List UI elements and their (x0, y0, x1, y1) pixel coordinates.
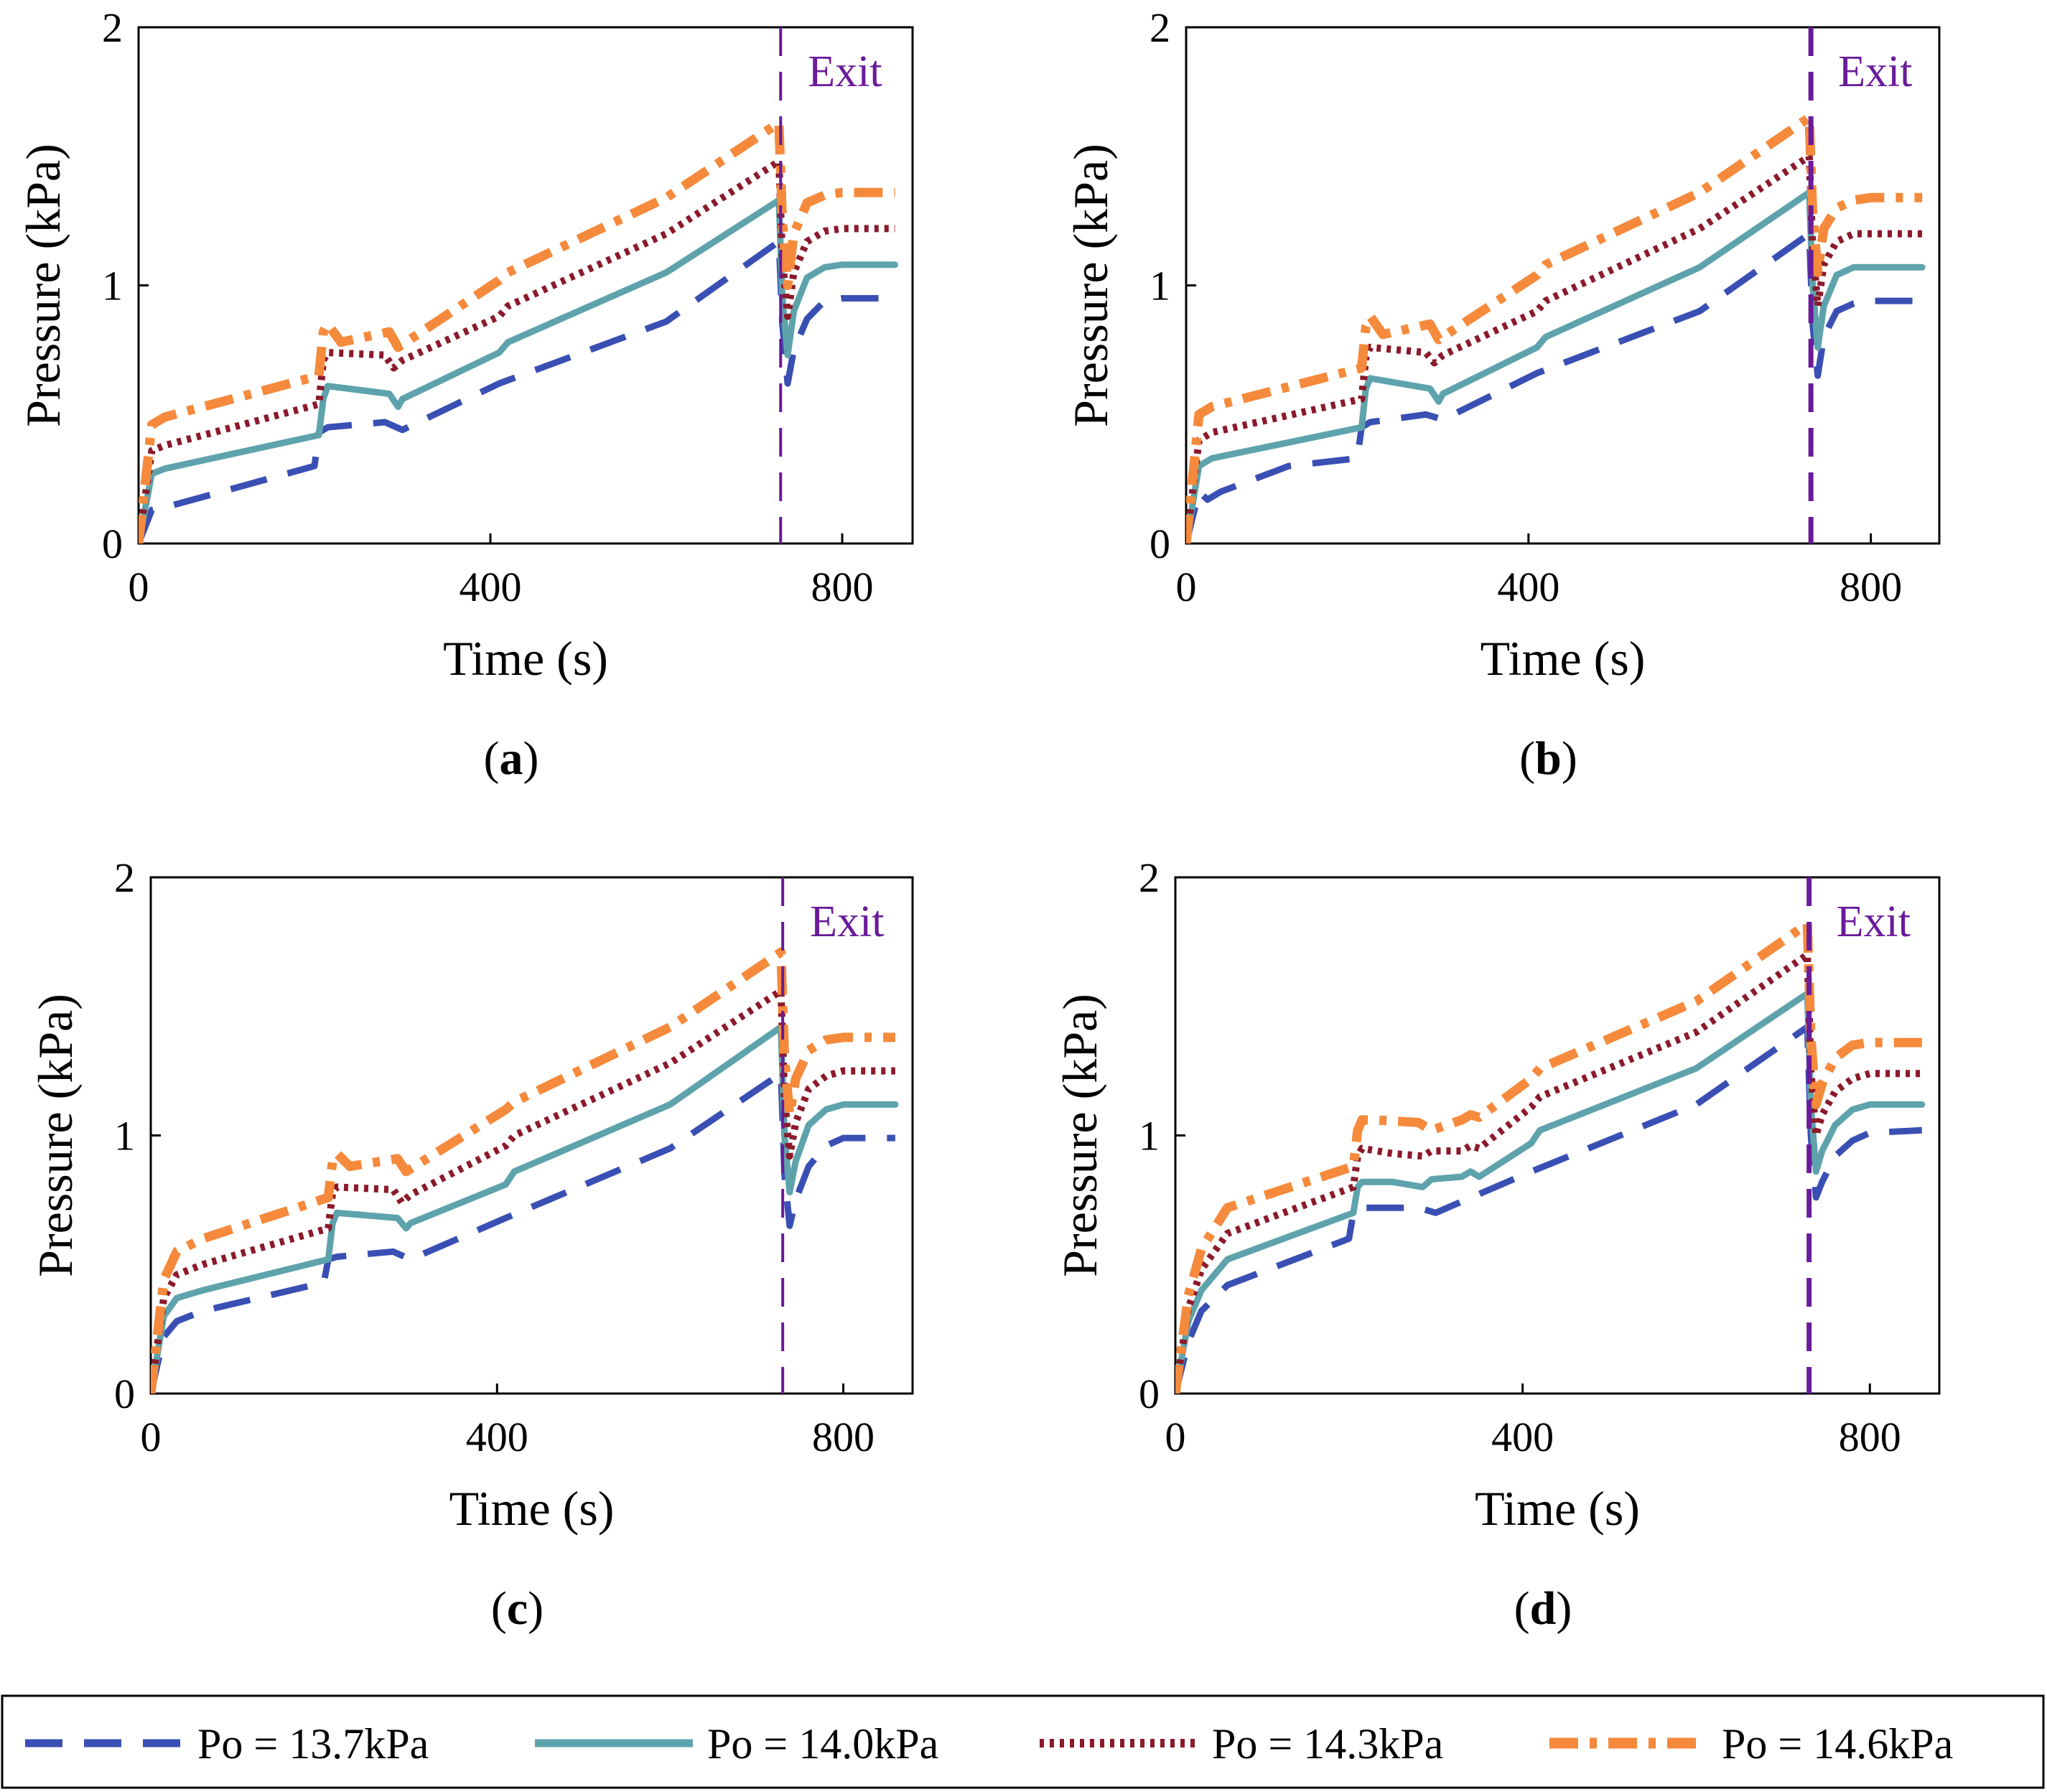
series-line-po137 (1175, 1024, 1923, 1394)
series-line-po143 (1175, 951, 1922, 1394)
series-line-po140 (139, 197, 898, 543)
y-tick-label: 2 (1150, 4, 1170, 51)
y-axis-label: Pressure (kPa) (16, 144, 70, 427)
series-line-po137 (1186, 230, 1923, 543)
series-line-po140 (151, 1024, 899, 1394)
x-tick-label: 0 (141, 1414, 162, 1460)
panel-c: 0 400 800 0 1 2 Time (s) Pressure (kPa) Exit (c) (28, 854, 914, 1635)
y-tick-label: 2 (114, 854, 135, 901)
series-line-po140 (1175, 990, 1926, 1394)
x-axis-label: Time (s) (1481, 631, 1646, 686)
y-tick-label: 0 (114, 1371, 135, 1417)
panel-caption: (b) (1519, 732, 1577, 785)
series-line-po146 (139, 118, 895, 543)
x-tick-label: 800 (1839, 564, 1902, 610)
y-tick-label: 1 (1139, 1113, 1160, 1159)
x-axis-label: Time (s) (443, 631, 608, 686)
axes-box (1185, 26, 1941, 545)
exit-label: Exit (1838, 47, 1912, 96)
y-axis-label: Pressure (kPa) (1063, 144, 1118, 427)
x-tick-label: 0 (1165, 1414, 1186, 1460)
legend-box (1, 1694, 2045, 1789)
series-line-po143 (1186, 152, 1923, 543)
axes-box (149, 876, 914, 1395)
y-tick-label: 1 (114, 1113, 135, 1159)
panel-a: 0 400 800 0 1 2 Time (s) Pressure (kPa) Exit (a) (16, 4, 914, 785)
y-axis-label: Pressure (kPa) (28, 994, 83, 1277)
x-tick-label: 400 (460, 564, 522, 610)
axes-box (137, 26, 914, 545)
x-tick-label: 800 (811, 564, 874, 610)
legend-label: Po = 14.0kPa (707, 1720, 938, 1768)
panel-b: 0 400 800 0 1 2 Time (s) Pressure (kPa) Exit (b) (1063, 4, 1941, 785)
series-line-po137 (151, 1070, 895, 1394)
x-axis-label: Time (s) (1475, 1481, 1640, 1536)
series-line-po146 (1175, 919, 1922, 1394)
y-tick-label: 2 (102, 4, 123, 51)
panel-caption: (a) (484, 732, 539, 785)
series-line-po143 (151, 987, 895, 1394)
legend-label: Po = 14.3kPa (1212, 1720, 1443, 1768)
y-axis-label: Pressure (kPa) (1053, 994, 1107, 1277)
series-line-po137 (139, 238, 895, 543)
panel-caption: (c) (491, 1582, 544, 1635)
legend: Po = 13.7kPa Po = 14.0kPa Po = 14.3kPa Po =… (1, 1694, 2045, 1789)
x-axis-label: Time (s) (449, 1481, 615, 1536)
exit-label: Exit (810, 897, 884, 946)
x-tick-label: 800 (812, 1414, 875, 1460)
y-tick-label: 0 (1139, 1371, 1160, 1417)
x-tick-label: 400 (1491, 1414, 1554, 1460)
y-tick-label: 0 (102, 521, 123, 567)
panel-caption-letter: b (1535, 732, 1562, 785)
y-tick-label: 0 (1150, 521, 1170, 567)
panel-caption-letter: a (500, 732, 523, 785)
x-tick-label: 400 (1497, 564, 1559, 610)
legend-label: Po = 13.7kPa (197, 1720, 429, 1768)
x-tick-label: 800 (1839, 1414, 1901, 1460)
y-tick-label: 1 (102, 263, 123, 309)
axes-box (1174, 876, 1941, 1395)
panel-caption: (d) (1514, 1582, 1572, 1635)
y-tick-label: 2 (1139, 854, 1160, 901)
x-tick-label: 400 (466, 1414, 528, 1460)
series-line-po146 (1186, 113, 1923, 543)
series-line-po140 (1186, 189, 1926, 543)
legend-label: Po = 14.6kPa (1722, 1720, 1953, 1768)
exit-label: Exit (1837, 897, 1911, 946)
panel-caption-letter: c (507, 1582, 528, 1635)
series-line-po146 (151, 947, 895, 1394)
panel-d: 0 400 800 0 1 2 Time (s) Pressure (kPa) Exit (d) (1053, 854, 1941, 1635)
exit-label: Exit (808, 47, 882, 96)
x-tick-label: 0 (1176, 564, 1197, 610)
panel-caption-letter: d (1530, 1582, 1557, 1635)
x-tick-label: 0 (129, 564, 149, 610)
y-tick-label: 1 (1150, 263, 1170, 309)
series-line-po143 (139, 157, 895, 543)
